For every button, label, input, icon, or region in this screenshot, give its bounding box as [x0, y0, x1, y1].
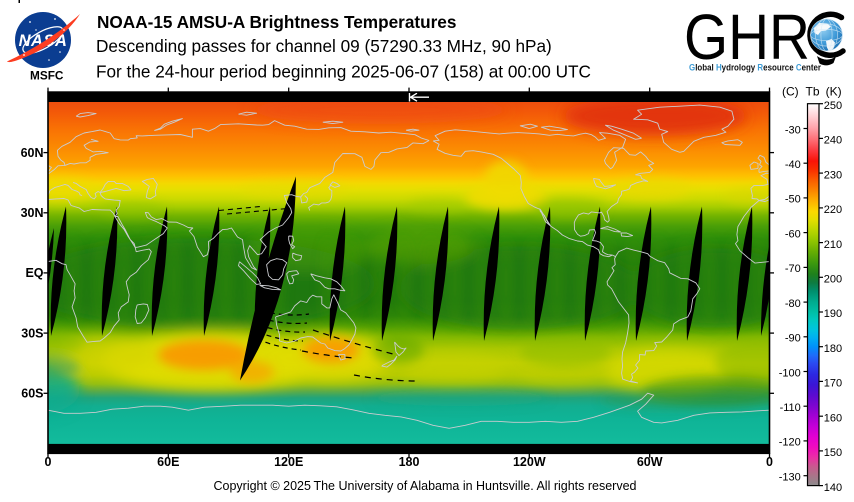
svg-text:170: 170: [824, 378, 842, 390]
svg-text:EQ: EQ: [25, 266, 43, 280]
svg-text:60W: 60W: [637, 455, 663, 469]
svg-text:Tb: Tb: [805, 84, 819, 98]
svg-text:-100: -100: [779, 367, 801, 379]
svg-text:60N: 60N: [21, 146, 44, 160]
svg-text:60S: 60S: [21, 387, 43, 401]
svg-text:-70: -70: [785, 263, 801, 275]
svg-text:-30: -30: [785, 124, 801, 136]
svg-text:180: 180: [399, 455, 420, 469]
svg-text:Copyright © 2025 The Universit: Copyright © 2025 The University of Alaba…: [213, 479, 636, 493]
svg-text:0: 0: [766, 455, 773, 469]
svg-text:-90: -90: [785, 333, 801, 345]
svg-text:250: 250: [824, 100, 842, 112]
svg-text:-120: -120: [779, 437, 801, 449]
svg-text:GHR: GHR: [684, 1, 810, 73]
svg-text:30S: 30S: [21, 326, 43, 340]
svg-text:(K): (K): [826, 84, 842, 98]
svg-text:120W: 120W: [513, 455, 546, 469]
svg-text:-50: -50: [785, 194, 801, 206]
svg-text:180: 180: [824, 343, 842, 355]
svg-text:-110: -110: [780, 402, 801, 414]
svg-text:200: 200: [824, 274, 842, 286]
svg-text:-80: -80: [785, 298, 801, 310]
svg-text:For the 24-hour period beginni: For the 24-hour period beginning 2025-06…: [96, 62, 591, 82]
svg-text:-40: -40: [785, 159, 801, 171]
svg-text:210: 210: [824, 239, 842, 251]
svg-text:190: 190: [824, 308, 842, 320]
svg-text:Descending passes for channel: Descending passes for channel 09 (57290.…: [96, 36, 552, 56]
svg-text:0: 0: [45, 455, 52, 469]
svg-text:220: 220: [824, 204, 842, 216]
svg-text:Global Hydrology Resource Cent: Global Hydrology Resource Center: [689, 63, 821, 73]
svg-text:-60: -60: [785, 228, 801, 240]
svg-text:60E: 60E: [157, 455, 179, 469]
svg-text:30N: 30N: [21, 206, 44, 220]
svg-text:230: 230: [824, 169, 842, 181]
svg-text:150: 150: [824, 447, 842, 459]
svg-text:120E: 120E: [274, 455, 303, 469]
svg-text:160: 160: [824, 412, 842, 424]
svg-text:NOAA-15 AMSU-A Brightness Temp: NOAA-15 AMSU-A Brightness Temperatures: [97, 12, 456, 32]
svg-text:140: 140: [824, 482, 842, 494]
svg-text:MSFC: MSFC: [30, 69, 64, 83]
svg-text:(C): (C): [782, 84, 799, 98]
svg-text:-130: -130: [779, 472, 801, 484]
svg-text:240: 240: [824, 135, 842, 147]
